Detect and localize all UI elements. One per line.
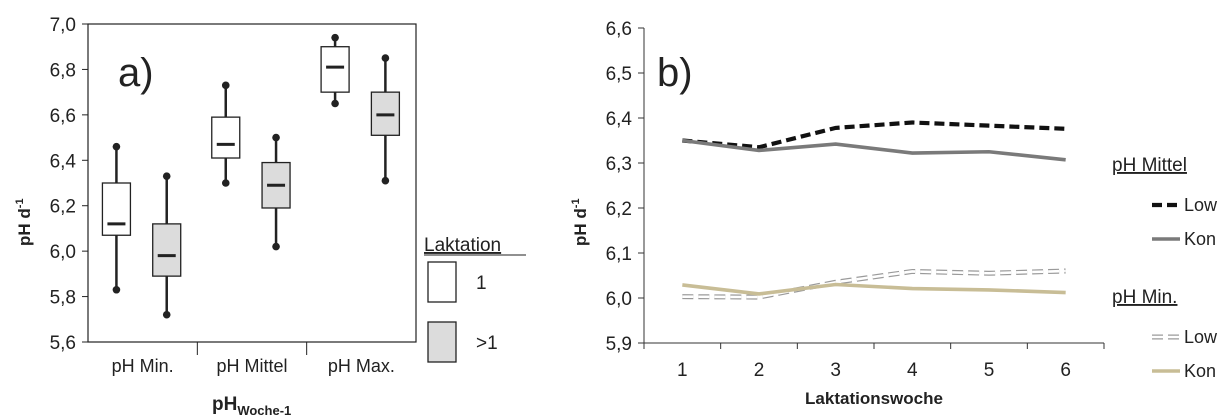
box-max-point <box>112 142 121 151</box>
box-iqr <box>211 116 241 159</box>
panel-a-x-tick-label: pH Max. <box>328 356 395 376</box>
panel-b-y-label-sup: -1 <box>570 198 582 208</box>
panel-a-y-tick-label: 6,8 <box>50 60 76 81</box>
panel-b-legend: pH Mittel Low Kon pH Min. Low Kon <box>1112 155 1218 381</box>
box-max-point <box>381 54 390 62</box>
panel-b-legend-group-title: pH Min. <box>1112 287 1177 308</box>
panel-a-y-tick-label: 5,8 <box>50 288 76 309</box>
panel-a-plot-frame <box>87 23 417 343</box>
panel-b-legend-group-title: pH Mittel <box>1112 155 1187 176</box>
box-max-point <box>331 33 339 42</box>
panel-a-x-label-main: pH <box>212 394 237 415</box>
panel-b-y-tick-label: 6,1 <box>606 244 632 265</box>
panel-b-x-tick-label: 5 <box>984 360 995 381</box>
panel-b-y-tick-label: 6,2 <box>606 199 632 220</box>
panel-a-legend-swatch <box>427 321 457 363</box>
series-phmin-kon-line <box>682 282 1066 296</box>
panel-b-x-axis: 1 2 3 4 5 6 <box>643 343 1105 381</box>
panel-b-y-label-main: pH d <box>571 208 590 246</box>
panel-b-legend-item-label: Kon <box>1184 229 1216 249</box>
panel-a-legend-swatch <box>427 261 457 303</box>
panel-b-x-tick-label: 3 <box>830 360 841 381</box>
panel-b-series <box>682 120 1066 300</box>
panel-a-x-label: pHWoche-1 <box>212 394 291 417</box>
panel-a-x-tick-labels: pH Min. pH Mittel pH Max. <box>112 356 395 376</box>
box-max-point <box>272 133 280 142</box>
panel-a-y-tick-label: 6,6 <box>50 106 76 127</box>
panel-b-legend-item-label: Low <box>1184 195 1218 215</box>
box-min-point <box>162 310 171 319</box>
panel-a-label: a) <box>118 51 154 95</box>
panel-b-label: b) <box>657 51 693 95</box>
panel-b-x-label: Laktationswoche <box>805 389 943 408</box>
panel-a-y-label-main: pH d <box>15 208 34 246</box>
panel-a-x-dividers <box>196 342 308 355</box>
box-max-point <box>162 172 171 180</box>
panel-b-y-label: pH d-1 <box>570 198 590 246</box>
panel-a-x-tick-label: pH Mittel <box>216 356 287 376</box>
panel-b-x-tick-label: 4 <box>907 360 918 381</box>
series-phmittel-kon-line <box>682 138 1066 162</box>
box-max-point <box>221 81 230 90</box>
panel-b-y-tick-label: 6,5 <box>606 64 632 85</box>
box-min-point <box>331 99 339 108</box>
panel-a-legend-item-label: >1 <box>476 333 498 354</box>
panel-a-x-tick-label: pH Min. <box>112 356 174 376</box>
series-phmin-low-line-inner <box>682 269 1066 299</box>
series-phmittel-low-line <box>682 120 1066 150</box>
panel-a-y-tick-label: 6,4 <box>50 151 77 172</box>
panel-b-y-tick-label: 6,4 <box>606 109 633 130</box>
panel-b-y-tick-label: 5,9 <box>606 334 632 355</box>
box-iqr <box>152 223 182 277</box>
panel-b-x-tick-label: 1 <box>677 360 688 381</box>
box-min-point <box>112 285 121 294</box>
panel-a-y-label-sup: -1 <box>14 198 26 208</box>
panel-a-y-label: pH d-1 <box>14 198 34 246</box>
box-min-point <box>272 242 280 251</box>
panel-b-legend-item-label: Low <box>1184 327 1218 347</box>
panel-a-y-tick-label: 6,2 <box>50 197 76 218</box>
panel-b-y-tick-label: 6,0 <box>606 289 632 310</box>
panel-b-legend-item-label: Kon <box>1184 361 1216 381</box>
box-min-point <box>381 176 390 185</box>
panel-a-y-tick-label: 5,6 <box>50 333 76 354</box>
panel-b-x-tick-label: 2 <box>754 360 765 381</box>
panel-a-legend-title: Laktation <box>424 235 501 256</box>
panel-a-legend-item-label: 1 <box>476 273 487 294</box>
panel-a-boxes <box>101 33 401 319</box>
panel-b-y-axis: 5,9 6,0 6,1 6,2 6,3 6,4 6,5 6,6 <box>606 19 644 355</box>
panel-b-line-chart: b) 5,9 6,0 6,1 6,2 6,3 6,4 6,5 6,6 1 2 3 4 5 6 pH d-… <box>570 19 1218 408</box>
panel-b-x-tick-label: 6 <box>1060 360 1071 381</box>
panel-a-box-chart: a) 5,65,86,06,26,46,66,87,0 pH Min. pH Mi… <box>14 15 526 417</box>
box-min-point <box>221 179 230 187</box>
panel-b-y-tick-label: 6,6 <box>606 19 632 40</box>
panel-a-y-tick-label: 7,0 <box>50 15 76 36</box>
panel-a-x-label-sub: Woche-1 <box>237 403 291 417</box>
box-iqr <box>101 182 132 236</box>
panel-a-y-tick-label: 6,0 <box>50 242 76 263</box>
panel-a-legend: Laktation 1 >1 <box>424 235 526 363</box>
panel-b-y-tick-label: 6,3 <box>606 154 632 175</box>
panel-a-y-axis: 5,6 5,8 6,0 6,2 6,4 6,6 6,8 7,0 <box>50 15 88 354</box>
box-iqr <box>320 46 350 93</box>
